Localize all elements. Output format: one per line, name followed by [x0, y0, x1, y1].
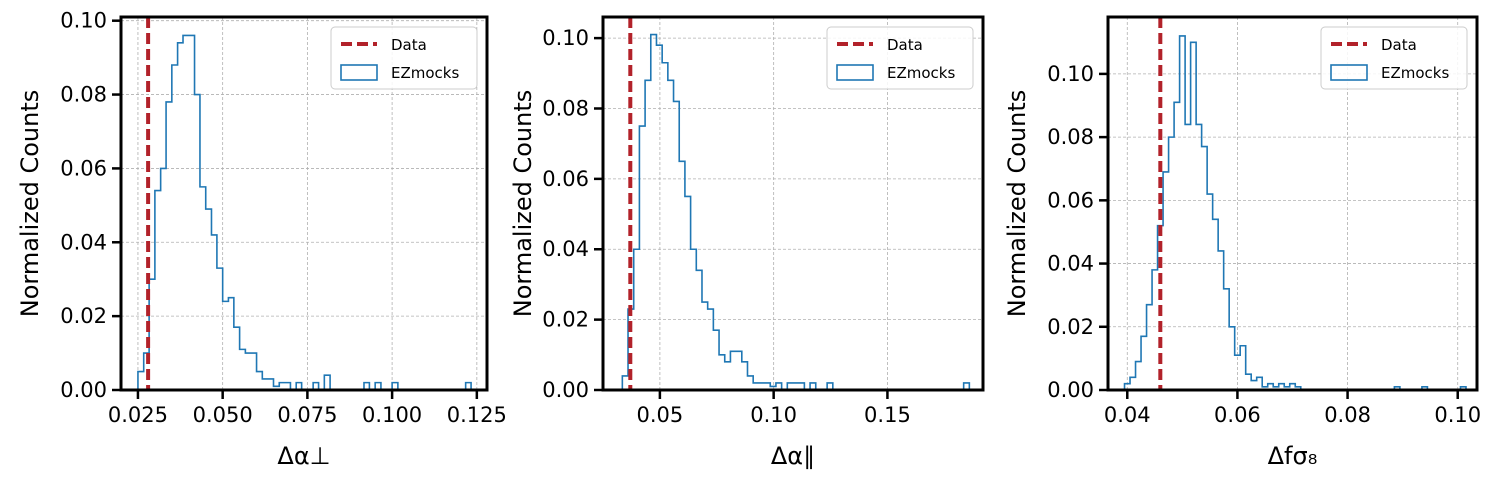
x-tick-label: 0.04	[1104, 403, 1151, 427]
y-tick-label: 0.06	[542, 167, 589, 191]
y-tick-label: 0.10	[60, 9, 107, 33]
chart-panel-3: 0.04 0.06 0.08 0.10 0.00 0.02 0.04 0.06 0.08 0.10…	[1003, 15, 1481, 470]
y-tick-label: 0.06	[1047, 188, 1094, 212]
y-tick-label: 0.10	[542, 26, 589, 50]
y-tick-label: 0.04	[60, 230, 107, 254]
legend-data-label: Data	[887, 36, 923, 54]
y-axis-label: Normalized Counts	[509, 90, 537, 318]
axes-frame	[601, 15, 985, 392]
y-tick-label: 0.02	[1047, 315, 1094, 339]
y-tick-label: 0.10	[1047, 62, 1094, 86]
y-tick-label: 0.02	[60, 304, 107, 328]
legend-data-label: Data	[1381, 36, 1417, 54]
x-axis-label: Δfσ₈	[1268, 442, 1318, 470]
x-tick-label: 0.08	[1324, 403, 1371, 427]
y-tick-label: 0.02	[542, 308, 589, 332]
x-tick-label: 0.075	[277, 403, 337, 427]
x-tick-label: 0.100	[362, 403, 422, 427]
legend-data-label: Data	[391, 36, 427, 54]
legend-ezmocks-swatch	[340, 64, 378, 81]
ezmocks-histogram	[137, 34, 472, 391]
x-tick-label: 0.050	[193, 403, 253, 427]
y-tick-label: 0.00	[542, 378, 589, 402]
ezmocks-histogram	[1123, 35, 1467, 391]
axes-frame	[1106, 15, 1479, 392]
chart-panel-2: 0.05 0.10 0.15 0.00 0.02 0.04 0.06 0.08 0.10 Δα∥ N…	[509, 15, 985, 470]
legend-ezmocks-label: EZmocks	[1381, 64, 1449, 82]
legend: Data EZmocks	[1320, 26, 1468, 90]
x-tick-label: 0.15	[864, 403, 911, 427]
x-axis-label: Δα∥	[771, 442, 815, 470]
x-tick-label: 0.06	[1214, 403, 1261, 427]
y-tick-label: 0.04	[542, 237, 589, 261]
legend: Data EZmocks	[330, 26, 478, 90]
axes-frame	[119, 15, 489, 392]
x-tick-label: 0.025	[108, 403, 168, 427]
y-axis-label: Normalized Counts	[16, 90, 44, 318]
y-tick-label: 0.08	[1047, 125, 1094, 149]
y-tick-label: 0.08	[542, 96, 589, 120]
legend-ezmocks-label: EZmocks	[887, 64, 955, 82]
legend-ezmocks-swatch	[836, 64, 874, 81]
x-tick-label: 0.125	[447, 403, 507, 427]
chart-panel-1: 0.025 0.050 0.075 0.100 0.125 0.00 0.02 0.04 0.0…	[16, 9, 507, 470]
y-tick-label: 0.00	[1047, 378, 1094, 402]
y-axis-label: Normalized Counts	[1003, 90, 1031, 318]
x-tick-label: 0.10	[750, 403, 797, 427]
x-tick-label: 0.10	[1434, 403, 1481, 427]
y-tick-label: 0.04	[1047, 252, 1094, 276]
x-axis-label: Δα⊥	[277, 442, 330, 470]
x-tick-label: 0.05	[637, 403, 684, 427]
legend-ezmocks-swatch	[1330, 64, 1368, 81]
legend-ezmocks-label: EZmocks	[391, 64, 459, 82]
y-tick-label: 0.08	[60, 83, 107, 107]
legend: Data EZmocks	[826, 26, 974, 90]
y-tick-label: 0.00	[60, 378, 107, 402]
y-tick-label: 0.06	[60, 156, 107, 180]
